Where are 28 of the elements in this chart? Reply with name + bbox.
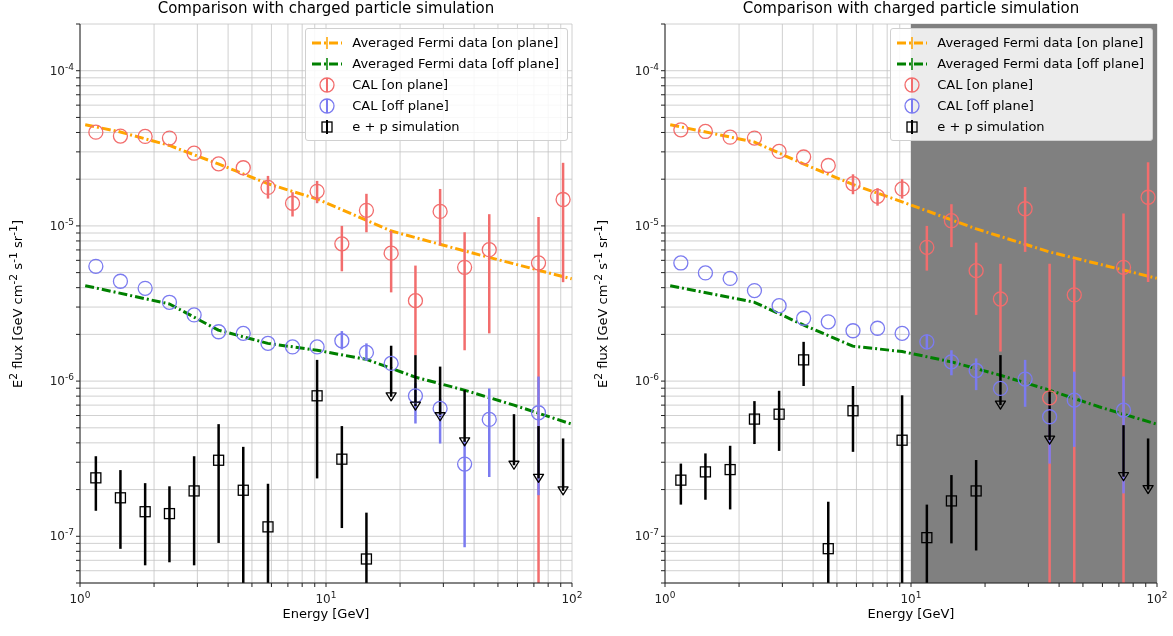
legend-label: Averaged Fermi data [on plane]: [937, 35, 1144, 50]
y-tick-label: 10$^{-7}$: [49, 527, 74, 544]
y-tick-label: 10$^{-6}$: [634, 372, 660, 389]
legend-label: Averaged Fermi data [off plane]: [937, 56, 1144, 71]
legend-label: CAL [off plane]: [937, 98, 1034, 113]
legend-label: CAL [on plane]: [352, 77, 449, 92]
legend-label: Averaged Fermi data [off plane]: [352, 56, 559, 71]
y-tick-label: 10$^{-5}$: [49, 216, 74, 233]
x-tick-label: 10$^{1}$: [315, 590, 337, 606]
x-axis-title: Energy [GeV]: [866, 606, 956, 621]
chart-title: Comparison with charged particle simulation: [156, 0, 496, 17]
x-tick-label: 10$^{0}$: [69, 590, 91, 606]
x-tick-label: 10$^{1}$: [900, 590, 922, 606]
y-tick-label: 10$^{-6}$: [49, 372, 75, 389]
y-tick-label: 10$^{-4}$: [634, 61, 660, 78]
x-tick-label: 10$^{2}$: [561, 590, 583, 606]
legend-label: e + p simulation: [352, 119, 460, 134]
y-tick-label: 10$^{-5}$: [634, 216, 659, 233]
legend-label: Averaged Fermi data [on plane]: [352, 35, 559, 50]
x-tick-label: 10$^{2}$: [1146, 590, 1168, 606]
y-tick-label: 10$^{-7}$: [634, 527, 659, 544]
y-tick-label: 10$^{-4}$: [49, 61, 75, 78]
legend-label: CAL [off plane]: [352, 98, 449, 113]
chart-title: Comparison with charged particle simulation: [741, 0, 1081, 17]
x-tick-label: 10$^{0}$: [654, 590, 676, 606]
legend-label: CAL [on plane]: [937, 77, 1034, 92]
x-axis-title: Energy [GeV]: [281, 606, 371, 621]
legend-label: e + p simulation: [937, 119, 1045, 134]
